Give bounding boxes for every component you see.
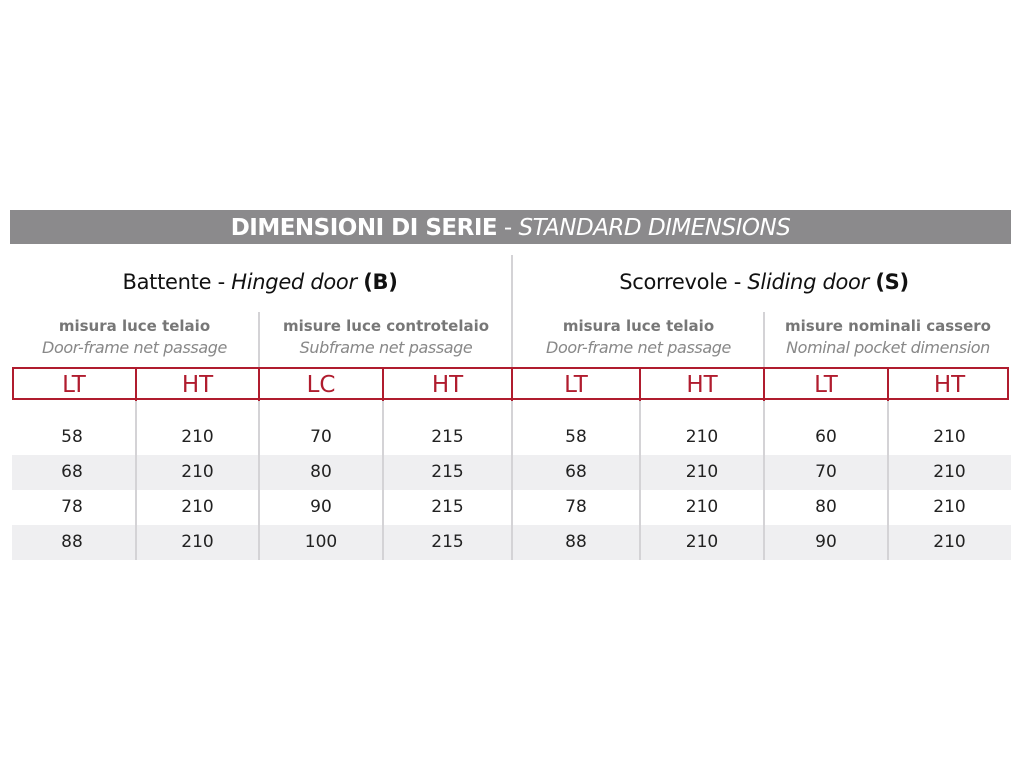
- table-cell: 210: [933, 532, 966, 552]
- header-divider: [639, 367, 641, 401]
- column-divider: [135, 400, 137, 560]
- table-cell: 70: [310, 427, 332, 447]
- column-header: HT: [181, 372, 214, 398]
- table-cell: 210: [685, 532, 719, 552]
- header-divider: [763, 367, 765, 401]
- table-cell: 70: [815, 462, 837, 482]
- column-divider: [639, 400, 641, 560]
- table-cell: 68: [61, 462, 83, 482]
- table-cell: 100: [304, 532, 338, 552]
- group-code: (B): [363, 270, 398, 294]
- subgroup-italian: misura luce telaio: [58, 317, 211, 335]
- table-cell: 210: [181, 427, 214, 447]
- subgroup-english: Door-frame net passage: [42, 338, 227, 357]
- group-divider: [511, 255, 513, 560]
- table-cell: 78: [61, 497, 83, 517]
- table-cell: 210: [933, 427, 966, 447]
- column-divider: [382, 400, 384, 560]
- subgroup-divider: [763, 312, 765, 560]
- table-cell: 215: [431, 462, 464, 482]
- column-header: LT: [814, 372, 838, 398]
- header-divider: [511, 367, 513, 401]
- table-cell: 88: [61, 532, 83, 552]
- table-cell: 80: [310, 462, 332, 482]
- table-cell: 210: [181, 532, 214, 552]
- table-cell: 210: [685, 427, 719, 447]
- table-cell: 215: [431, 532, 464, 552]
- table-cell: 215: [431, 497, 464, 517]
- table-title: DIMENSIONI DI SERIE - STANDARD DIMENSION…: [10, 210, 1011, 244]
- table-cell: 215: [431, 427, 464, 447]
- column-header: LT: [564, 372, 588, 398]
- subgroup-header: misura luce telaio Door-frame net passage: [10, 315, 259, 359]
- table-cell: 78: [565, 497, 587, 517]
- table-cell: 88: [565, 532, 587, 552]
- table-cell: 210: [685, 462, 719, 482]
- table-cell: 210: [933, 497, 966, 517]
- subgroup-header: misure nominali cassero Nominal pocket di…: [765, 315, 1011, 359]
- column-header: LT: [62, 372, 86, 398]
- subgroup-italian: misure nominali cassero: [785, 317, 991, 335]
- table-cell: 68: [565, 462, 587, 482]
- column-header: HT: [686, 372, 718, 398]
- header-divider: [382, 367, 384, 401]
- column-header: HT: [431, 372, 464, 398]
- subgroup-header: misura luce telaio Door-frame net passage: [513, 315, 764, 359]
- title-italian: DIMENSIONI DI SERIE: [230, 215, 498, 241]
- table-cell: 210: [181, 497, 214, 517]
- group-italian: Scorrevole: [619, 270, 728, 294]
- title-separator: -: [497, 215, 519, 241]
- group-sep: -: [727, 270, 748, 294]
- group-code: (S): [875, 270, 909, 294]
- subgroup-italian: misura luce telaio: [562, 317, 715, 335]
- group-sep: -: [211, 270, 232, 294]
- header-divider: [135, 367, 137, 401]
- table-cell: 210: [181, 462, 214, 482]
- column-header: HT: [933, 372, 966, 398]
- group-title-sliding: Scorrevole - Sliding door (S): [514, 270, 1014, 294]
- table-cell: 210: [685, 497, 719, 517]
- column-divider: [887, 400, 889, 560]
- group-title-hinged: Battente - Hinged door (B): [10, 270, 510, 294]
- subgroup-italian: misure luce controtelaio: [282, 317, 490, 335]
- group-italian: Battente: [122, 270, 212, 294]
- group-english: Hinged door: [231, 270, 357, 294]
- subgroup-divider: [258, 312, 260, 560]
- table-cell: 90: [815, 532, 837, 552]
- table-cell: 58: [565, 427, 587, 447]
- table-cell: 210: [933, 462, 966, 482]
- column-header: LC: [306, 372, 336, 398]
- subgroup-header: misure luce controtelaio Subframe net pas…: [260, 315, 512, 359]
- header-divider: [258, 367, 260, 401]
- title-english: STANDARD DIMENSIONS: [518, 215, 791, 241]
- table-cell: 60: [815, 427, 837, 447]
- header-divider: [887, 367, 889, 401]
- table-cell: 58: [61, 427, 83, 447]
- table-cell: 80: [815, 497, 837, 517]
- group-english: Sliding door: [747, 270, 869, 294]
- subgroup-english: Door-frame net passage: [546, 338, 731, 357]
- table-cell: 90: [310, 497, 332, 517]
- subgroup-english: Nominal pocket dimension: [786, 338, 990, 357]
- column-header-box: [12, 367, 1009, 400]
- subgroup-english: Subframe net passage: [299, 338, 473, 357]
